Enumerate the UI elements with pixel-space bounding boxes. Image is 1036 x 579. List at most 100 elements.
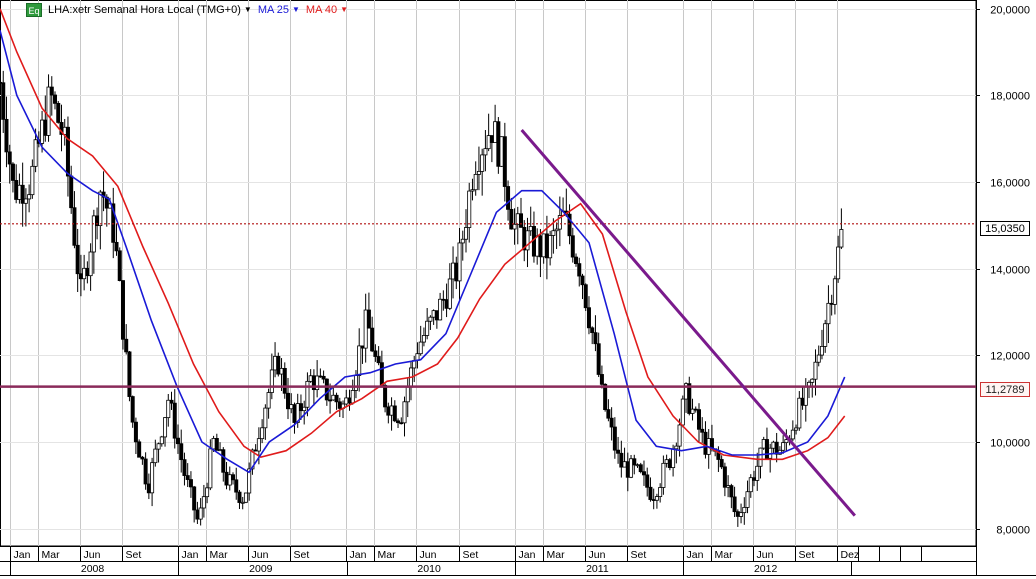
year-label: 2009 <box>249 563 273 575</box>
year-label: 2011 <box>586 563 609 575</box>
candle-body <box>726 485 731 488</box>
candle-body <box>383 384 388 408</box>
ma40-dropdown-icon[interactable]: ▼ <box>340 5 349 14</box>
candle-body <box>635 464 640 467</box>
candle-body <box>496 121 501 167</box>
candle-body <box>4 118 9 153</box>
candle-body <box>234 479 239 493</box>
candle-body <box>836 246 841 280</box>
candle-body <box>344 397 349 405</box>
equity-badge[interactable]: Eq <box>26 3 42 17</box>
candle-body <box>243 492 248 503</box>
symbol-selector[interactable]: LHA:xetr Semanal Hora Local (TMG+0) ▼ <box>48 4 252 16</box>
candle-body <box>671 448 676 469</box>
candle-body <box>732 496 737 513</box>
ma40-line <box>0 8 846 461</box>
candle-body <box>347 397 352 404</box>
ma25-legend[interactable]: MA 25 ▼ <box>258 4 300 16</box>
ma40-legend[interactable]: MA 40 ▼ <box>306 4 348 16</box>
candle-body <box>651 499 656 501</box>
candle-body <box>85 267 90 277</box>
candle-body <box>622 461 627 468</box>
candle-body <box>421 335 426 343</box>
candle-body <box>370 327 375 352</box>
y-tick-label: 20,0000 <box>990 5 1030 17</box>
candle-body <box>457 242 462 282</box>
y-tick-label: 14,0000 <box>990 265 1030 277</box>
candle-body <box>366 309 371 329</box>
candle-body <box>276 355 281 375</box>
y-tick-label: 8,0000 <box>996 525 1030 537</box>
month-label: Jun <box>252 549 269 561</box>
candle-body <box>603 383 608 411</box>
candle-body <box>396 420 401 424</box>
candle-body <box>256 438 261 452</box>
candle-body <box>599 374 604 385</box>
candle-body <box>78 273 83 280</box>
candle-body <box>535 235 540 257</box>
candle-body <box>580 275 585 286</box>
candle-body <box>10 163 15 181</box>
candle-body <box>519 213 524 228</box>
symbol-dropdown-icon[interactable]: ▼ <box>243 5 252 14</box>
candle-body <box>324 378 329 401</box>
candle-body <box>69 175 74 209</box>
candle-body <box>512 223 517 230</box>
candle-body <box>260 427 265 440</box>
candle-body <box>289 404 294 410</box>
downtrend-line[interactable] <box>520 129 856 517</box>
candle-body <box>389 405 394 416</box>
candle-body <box>758 447 763 467</box>
candle-body <box>227 474 232 486</box>
last-price-tag: 15,0350 <box>980 221 1030 236</box>
candle-body <box>337 401 342 409</box>
candle-body <box>745 491 750 508</box>
candle-body <box>308 375 313 382</box>
candle-body <box>473 173 478 191</box>
candle-body <box>221 449 226 473</box>
candle-body <box>43 119 48 136</box>
candle-body <box>286 392 291 410</box>
candle-body <box>20 184 25 204</box>
candle-body <box>819 346 824 356</box>
candle-body <box>211 438 216 450</box>
month-label: Dez <box>841 549 860 561</box>
month-label: Jan <box>519 549 536 561</box>
candle-body <box>480 154 485 172</box>
candle-body <box>253 449 258 452</box>
candle-body <box>185 475 190 480</box>
month-label: Jan <box>687 549 704 561</box>
candle-body <box>321 375 326 380</box>
candle-body <box>143 458 148 485</box>
candle-body <box>658 487 663 497</box>
candle-body <box>616 449 621 454</box>
month-label: Set <box>463 549 479 561</box>
candle-body <box>402 401 407 424</box>
candle-body <box>438 298 443 321</box>
ma25-dropdown-icon[interactable]: ▼ <box>292 5 300 14</box>
y-tick-label: 10,0000 <box>990 438 1030 450</box>
candle-body <box>593 332 598 345</box>
month-label: Jun <box>589 549 606 561</box>
month-label: Mar <box>42 549 61 561</box>
candle-body <box>273 355 278 371</box>
candle-body <box>140 456 145 460</box>
candle-body <box>483 148 488 156</box>
candle-body <box>719 459 724 468</box>
month-label: Set <box>126 549 142 561</box>
candle-body <box>813 361 818 380</box>
candle-body <box>117 250 122 281</box>
ma25-line <box>0 30 846 474</box>
candle-body <box>703 431 708 455</box>
candle-body <box>748 477 753 493</box>
candle-body <box>315 375 320 391</box>
month-label: Jan <box>14 549 31 561</box>
candle-body <box>696 409 701 430</box>
candle-body <box>548 235 553 259</box>
candle-body <box>111 203 116 243</box>
candle-body <box>91 215 96 253</box>
candle-body <box>386 406 391 416</box>
candle-body <box>166 399 171 419</box>
